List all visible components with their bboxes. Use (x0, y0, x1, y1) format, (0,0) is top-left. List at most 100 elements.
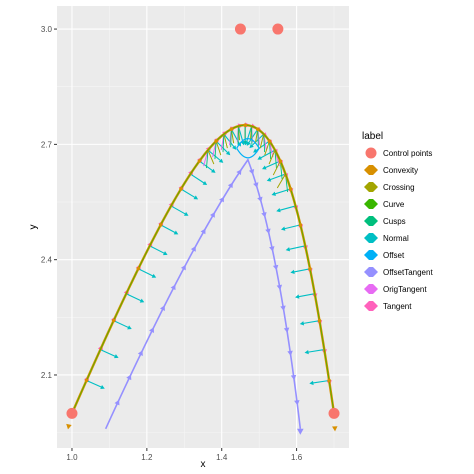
normal-arrow (259, 149, 276, 159)
normal-arrow (138, 268, 154, 277)
control-point (66, 407, 78, 419)
control-point (272, 23, 284, 35)
normal-arrowhead (249, 143, 254, 149)
control-point (234, 23, 246, 35)
normal-arrowhead (193, 195, 199, 200)
normal-arrowhead (211, 168, 216, 173)
normal-arrowhead (225, 150, 231, 156)
offset-tangent-arrowhead (272, 264, 279, 271)
normal-arrow (190, 173, 205, 184)
crossing-mark (276, 173, 286, 189)
normal-arrowhead (162, 251, 168, 256)
minor-gridlines (57, 6, 349, 448)
convexity-point (111, 318, 116, 323)
legend-key (364, 233, 378, 243)
normal-arrow (149, 245, 166, 255)
offset-tangent-arrowhead (257, 196, 263, 203)
legend-label: Tangent (383, 302, 412, 311)
crossing-mark (268, 149, 276, 165)
normal-arrow (170, 205, 187, 215)
y-axis: 2.1 2.4 2.7 3.0 (41, 25, 57, 380)
offset-tangent-arrowhead (200, 228, 206, 235)
normal-arrowhead (100, 384, 105, 390)
x-tick-label: 1.2 (141, 453, 153, 462)
normal-arrow (86, 379, 103, 388)
normal-arrow (297, 293, 315, 298)
normal-arrowhead (304, 349, 309, 355)
convexity-point (158, 223, 163, 227)
y-axis-title: y (28, 225, 39, 230)
offset-tangent-arrowhead (170, 284, 176, 291)
normal-arrow (274, 188, 291, 195)
convexity-point (243, 123, 247, 127)
normal-arrowhead (246, 141, 251, 146)
offset-tangent-arrowhead (265, 228, 271, 235)
normal-arrow (160, 224, 176, 234)
legend-key (364, 267, 378, 277)
normal-arrowhead (114, 354, 119, 359)
y-tick-label: 3.0 (41, 25, 53, 34)
legend-key (364, 301, 378, 311)
normal-arrowhead (257, 155, 262, 160)
crossing-mark (207, 149, 215, 165)
convexity-point (317, 318, 322, 323)
normal-arrow (302, 320, 320, 325)
offset-tangent-arrowhead (126, 374, 132, 381)
curve-start-arrowhead (66, 423, 72, 430)
normal-arrowhead (276, 208, 281, 213)
convexity-point (298, 223, 303, 227)
curve-layer (70, 123, 336, 414)
legend-key (364, 165, 378, 175)
convexity-point (229, 127, 234, 131)
normal-arrow (269, 173, 286, 181)
convexity-point (255, 127, 260, 131)
offset-tangent-arrowhead (261, 212, 267, 218)
normal-arrowhead (127, 325, 132, 330)
normal-arrowhead (299, 321, 305, 326)
legend-title: label (362, 131, 383, 142)
legend-key (364, 199, 378, 209)
normal-arrow (279, 205, 296, 211)
convexity-point (136, 266, 141, 271)
crossing-mark (264, 140, 270, 156)
normal-arrowhead (151, 273, 157, 278)
crossing-mark (223, 134, 228, 149)
normal-arrow (223, 133, 235, 148)
offset-tangent-arrowhead (227, 182, 233, 189)
convexity-point (308, 266, 312, 271)
normal-arrow (245, 125, 253, 143)
cusps-mark (222, 134, 225, 153)
normal-arrow (307, 349, 325, 353)
legend-label: Convexity (383, 166, 418, 175)
offset-tangent-arrowhead (283, 327, 290, 333)
y-tick-label: 2.4 (41, 256, 53, 265)
control-point (328, 407, 340, 419)
legend-label: Normal (383, 234, 409, 243)
normal-arrow (180, 188, 196, 199)
offset-tangent-arrowhead (236, 169, 242, 176)
legend-label: Curve (383, 200, 405, 209)
offset-tangent-arrowhead (137, 350, 143, 357)
crossing-mark (259, 134, 265, 149)
legend-key (364, 284, 378, 294)
normal-arrowhead (218, 158, 224, 163)
normal-arrowhead (266, 177, 272, 182)
normal-arrow (207, 149, 222, 162)
convexity-point (179, 187, 183, 191)
offset-tangent-arrowhead (149, 327, 155, 333)
offset-tangent-arrowhead (180, 264, 186, 271)
convexity-point (288, 187, 293, 191)
normal-arrow (288, 245, 306, 250)
crossing-mark (254, 129, 259, 144)
panel-background (57, 6, 349, 448)
offset-tangent-arrowhead (294, 400, 300, 406)
normal-arrowhead (309, 380, 314, 386)
offset-tangent-arrowhead (276, 284, 283, 291)
normal-arrowhead (285, 247, 291, 252)
cusps-mark (263, 134, 266, 153)
offset-tangent-arrowhead (248, 169, 255, 175)
x-axis-title: x (201, 459, 206, 470)
legend-key (364, 182, 378, 192)
normal-arrowhead (232, 145, 237, 150)
